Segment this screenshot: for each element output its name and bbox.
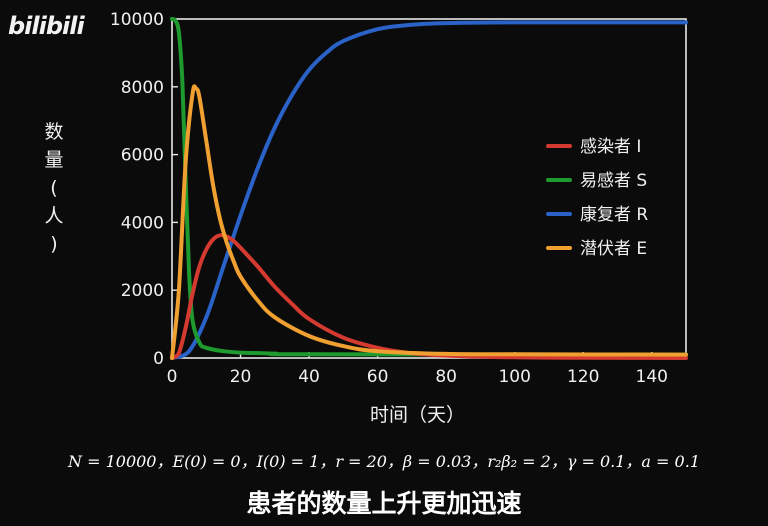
y-axis-label: 数量(人)	[44, 121, 64, 255]
series-line	[170, 20, 688, 360]
x-tick-label: 60	[367, 367, 389, 387]
y-tick-label: 2000	[121, 281, 164, 301]
legend-label: 康复者 R	[580, 205, 648, 225]
y-tick-label: 0	[153, 349, 164, 369]
y-tick-label: 6000	[121, 146, 164, 166]
legend-label: 潜伏者 E	[580, 239, 647, 259]
bilibili-logo: bilibili	[8, 12, 85, 40]
series-line	[170, 84, 688, 360]
plot-frame	[171, 18, 687, 359]
x-tick-label: 80	[435, 367, 457, 387]
x-axis-label: 时间（天）	[370, 404, 466, 426]
x-tick-label: 40	[298, 367, 320, 387]
chart-legend: 感染者 I 易感者 S 康复者 R 潜伏者 E	[546, 137, 648, 259]
y-tick-label: 10000	[110, 10, 164, 30]
y-tick-label: 8000	[121, 78, 164, 98]
x-tick-label: 0	[167, 367, 178, 387]
x-tick-label: 100	[498, 367, 530, 387]
x-tick-label: 120	[567, 367, 599, 387]
parameter-formula: N = 10000，E(0) = 0，I(0) = 1，r = 20，β = 0…	[68, 452, 700, 471]
legend-label: 感染者 I	[580, 137, 641, 157]
subtitle-caption: 患者的数量上升更加迅速	[246, 489, 522, 518]
x-tick-label: 20	[230, 367, 252, 387]
x-tick-label: 140	[636, 367, 668, 387]
y-tick-label: 4000	[121, 213, 164, 233]
chart-axes: 0 20 40 60 80 100 120 140 0 2000 4000 6000 8000 10000	[110, 10, 687, 387]
chart-lines	[170, 17, 688, 360]
legend-label: 易感者 S	[580, 171, 647, 191]
series-line	[170, 17, 688, 357]
